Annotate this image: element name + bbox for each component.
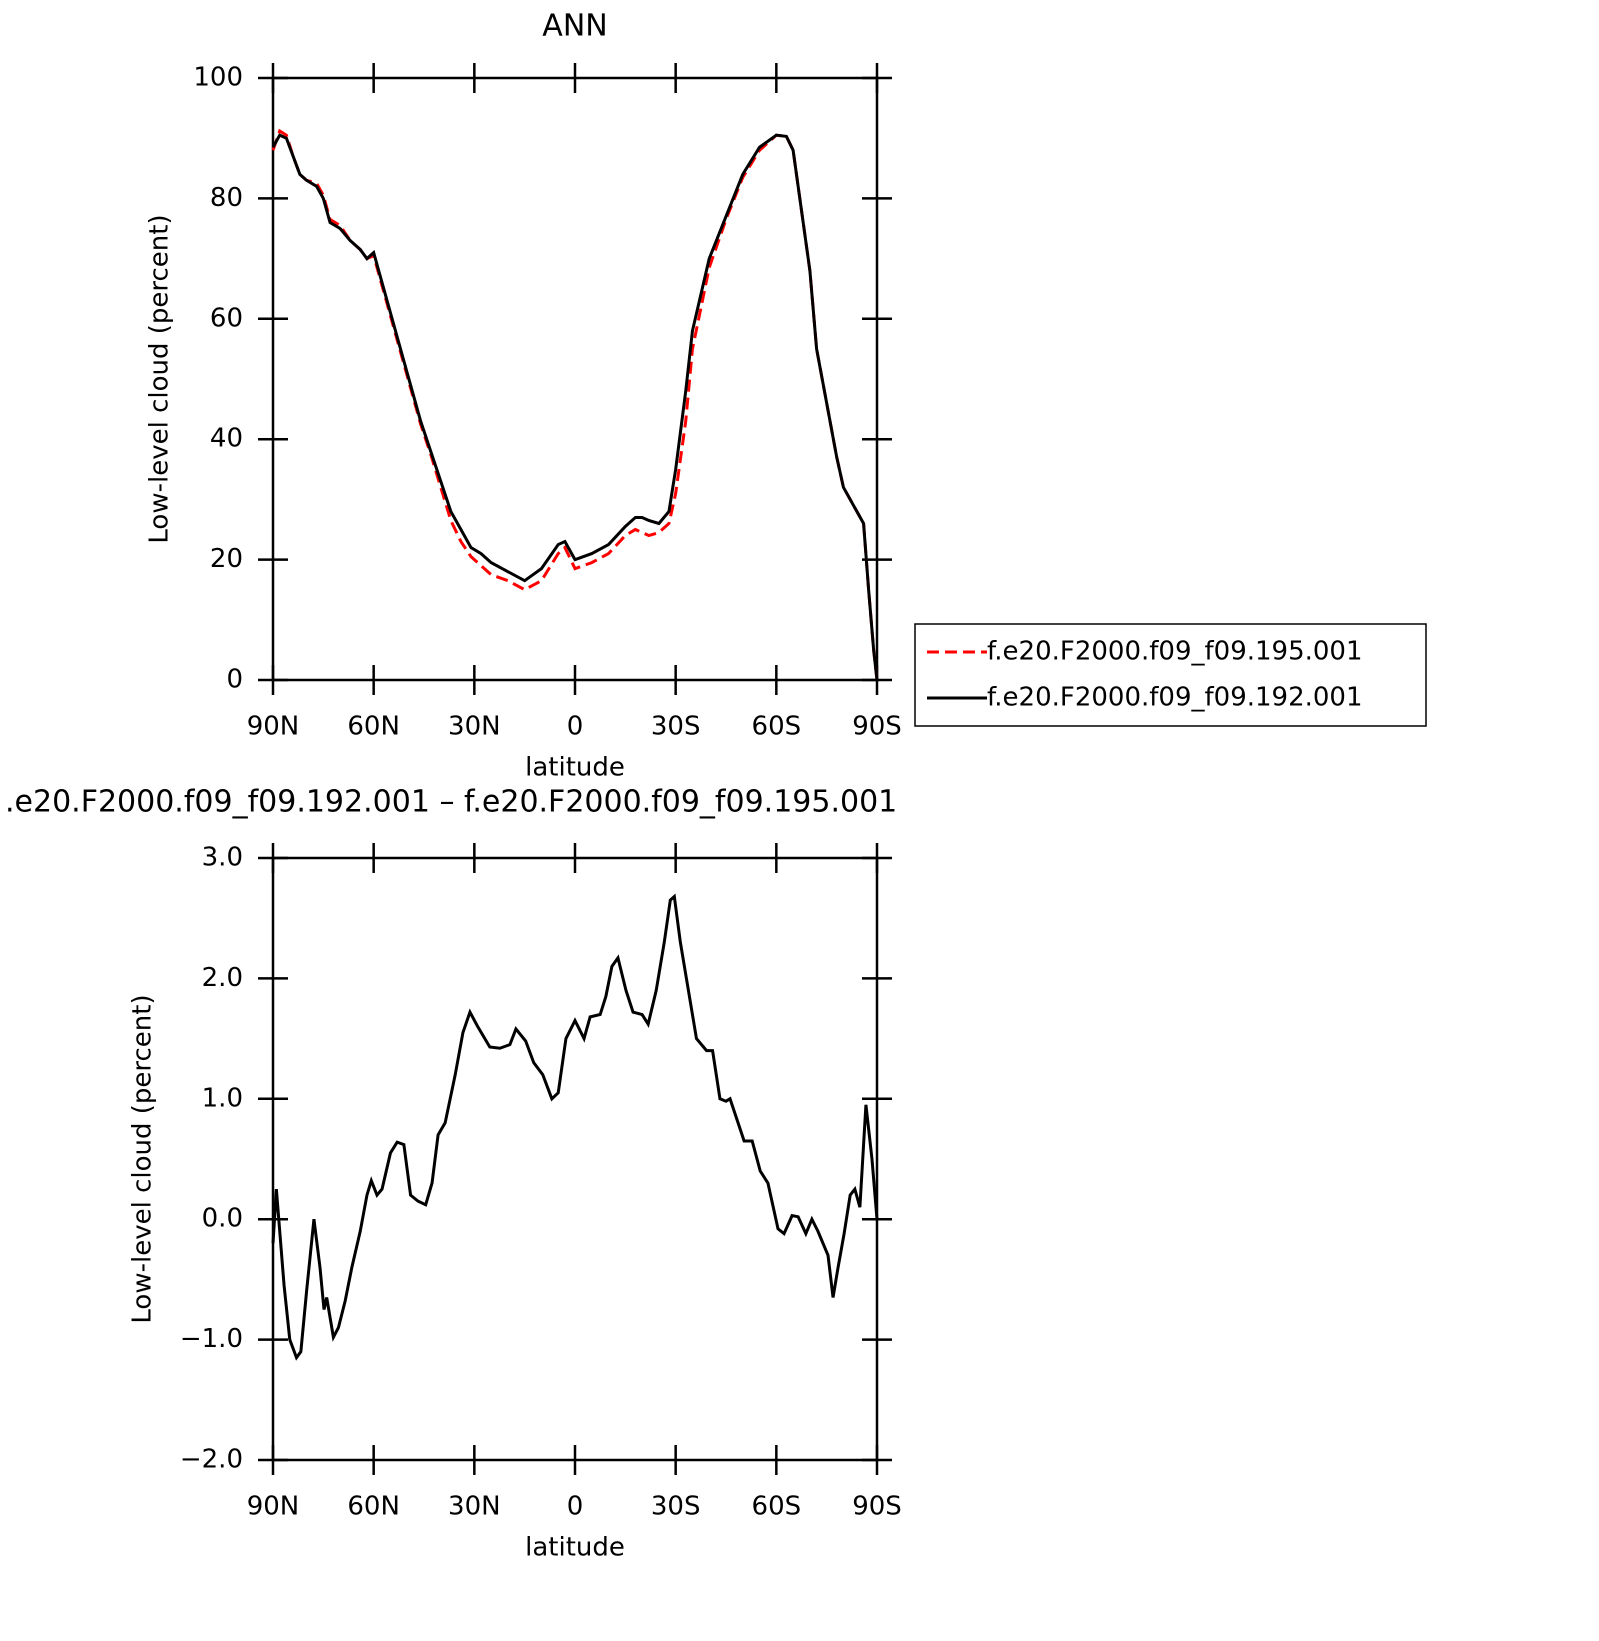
x-tick-label: 0	[567, 1492, 584, 1522]
data-line	[271, 133, 879, 681]
x-axis-label: latitude	[525, 1533, 625, 1563]
x-tick-label: 60N	[347, 712, 400, 742]
y-tick-label: 100	[193, 63, 243, 93]
legend-box	[914, 623, 1427, 727]
x-tick-label: 30S	[651, 1492, 701, 1522]
x-tick-label: 90N	[247, 712, 300, 742]
x-tick-label: 0	[567, 712, 584, 742]
y-tick-label: 3.0	[202, 843, 243, 873]
x-tick-label: 60S	[752, 712, 802, 742]
legend-label: f.e20.F2000.f09_f09.192.001	[987, 683, 1363, 713]
x-tick-label: 90S	[852, 712, 902, 742]
data-line	[271, 128, 879, 681]
y-tick-label: 0.0	[202, 1204, 243, 1234]
data-line	[271, 893, 879, 1361]
x-tick-label: 30N	[448, 712, 501, 742]
x-tick-label: 60S	[752, 1492, 802, 1522]
chart-title: ANN	[542, 9, 607, 44]
y-tick-label: 2.0	[202, 963, 243, 993]
x-tick-label: 90N	[247, 1492, 300, 1522]
y-tick-label: 20	[210, 544, 243, 574]
x-axis-label: latitude	[525, 753, 625, 783]
y-tick-label: 0	[226, 665, 243, 695]
x-tick-label: 30N	[448, 1492, 501, 1522]
x-tick-label: 60N	[347, 1492, 400, 1522]
chart-title: .e20.F2000.f09_f09.192.001 – f.e20.F2000…	[5, 785, 897, 820]
x-tick-label: 30S	[651, 712, 701, 742]
y-tick-label: −2.0	[180, 1445, 243, 1475]
plot-frame	[271, 856, 879, 1462]
y-tick-label: 60	[210, 303, 243, 333]
y-axis-label: Low-level cloud (percent)	[128, 994, 158, 1323]
legend-label: f.e20.F2000.f09_f09.195.001	[987, 637, 1363, 667]
x-tick-label: 90S	[852, 1492, 902, 1522]
y-axis-label: Low-level cloud (percent)	[145, 214, 175, 543]
y-tick-label: 80	[210, 183, 243, 213]
y-tick-label: 1.0	[202, 1083, 243, 1113]
plot-frame	[271, 76, 879, 682]
y-tick-label: −1.0	[180, 1324, 243, 1354]
y-tick-label: 40	[210, 424, 243, 454]
